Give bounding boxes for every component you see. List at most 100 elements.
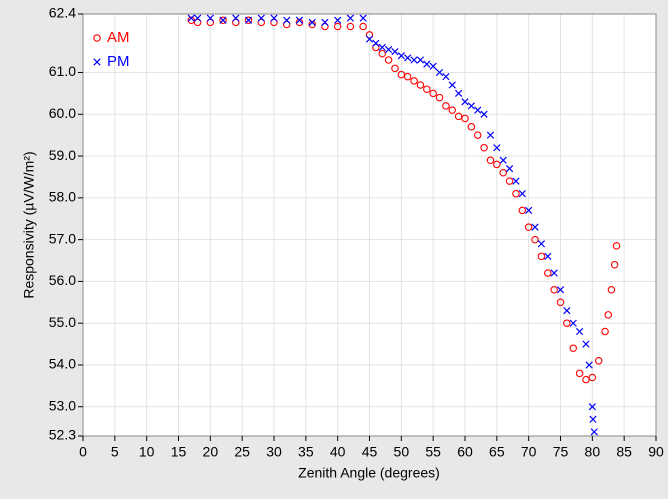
point — [442, 102, 450, 110]
point — [391, 47, 399, 56]
point — [588, 373, 597, 382]
point — [537, 252, 546, 261]
y-tick-label: 62.4 — [49, 5, 76, 21]
point — [612, 242, 621, 250]
point — [257, 18, 266, 27]
point — [384, 56, 393, 64]
point — [544, 252, 552, 260]
point — [423, 60, 431, 68]
point — [499, 169, 507, 177]
point — [206, 18, 215, 27]
point — [454, 112, 463, 121]
point — [512, 189, 520, 198]
point — [372, 39, 380, 47]
x-tick-label: 70 — [521, 444, 537, 460]
point — [410, 56, 418, 64]
point — [569, 344, 577, 353]
point — [391, 64, 399, 73]
point — [550, 286, 558, 294]
point — [518, 206, 527, 215]
point — [365, 35, 374, 43]
point — [556, 298, 565, 307]
point — [467, 123, 476, 131]
point — [486, 156, 495, 164]
point — [403, 72, 412, 81]
point — [397, 70, 406, 79]
point — [544, 269, 552, 277]
point — [295, 18, 304, 27]
point — [282, 20, 291, 29]
point — [550, 269, 558, 277]
point — [372, 43, 380, 52]
point — [232, 18, 240, 27]
point — [359, 14, 367, 22]
point — [219, 16, 227, 25]
point — [270, 18, 278, 27]
point — [480, 110, 488, 118]
legend-label: AM — [107, 29, 130, 46]
point — [346, 22, 355, 31]
x-tick-label: 5 — [111, 444, 119, 460]
point — [295, 16, 304, 24]
point — [467, 102, 475, 110]
x-tick-label: 75 — [553, 444, 569, 460]
point — [206, 14, 214, 22]
point — [589, 415, 597, 423]
legend-label: PM — [107, 53, 130, 70]
point — [423, 85, 431, 93]
point — [270, 14, 278, 22]
point — [582, 375, 590, 384]
y-tick-label: 52.3 — [49, 427, 76, 443]
x-tick-label: 90 — [648, 444, 664, 460]
x-tick-label: 80 — [585, 444, 601, 460]
point — [416, 56, 425, 64]
point — [404, 54, 412, 62]
point — [563, 319, 571, 327]
y-tick-label: 60.0 — [49, 105, 76, 121]
point — [365, 31, 374, 39]
point — [321, 22, 329, 31]
point — [378, 43, 386, 52]
y-tick-label: 58.0 — [49, 189, 76, 205]
x-axis-title: Zenith Angle (degrees) — [298, 465, 440, 481]
point — [610, 260, 619, 269]
y-tick-label: 55.0 — [49, 314, 76, 330]
point — [308, 18, 316, 26]
point — [429, 62, 437, 70]
point — [442, 73, 450, 81]
point — [193, 14, 202, 22]
point — [448, 106, 457, 114]
point — [537, 240, 546, 248]
point — [333, 22, 342, 31]
legend-marker — [93, 34, 101, 42]
point — [232, 14, 240, 22]
point — [257, 14, 265, 22]
point — [493, 144, 501, 152]
marks — [187, 14, 621, 436]
y-tick-label: 57.0 — [49, 230, 76, 246]
point — [435, 93, 444, 102]
point — [410, 77, 418, 85]
point — [585, 361, 593, 369]
point — [563, 307, 571, 315]
point — [505, 177, 514, 185]
point — [435, 68, 444, 77]
point — [525, 206, 533, 215]
point — [244, 16, 253, 24]
legend-marker — [93, 58, 101, 66]
point — [397, 52, 405, 60]
point — [556, 286, 565, 294]
point — [480, 143, 488, 152]
point — [505, 164, 514, 173]
point — [512, 177, 520, 185]
x-tick-label: 0 — [79, 444, 87, 460]
y-tick-label: 59.0 — [49, 147, 76, 163]
point — [429, 89, 437, 98]
x-tick-label: 25 — [234, 444, 250, 460]
point — [193, 18, 202, 27]
point — [448, 81, 456, 89]
point — [575, 369, 584, 378]
point — [493, 160, 501, 169]
